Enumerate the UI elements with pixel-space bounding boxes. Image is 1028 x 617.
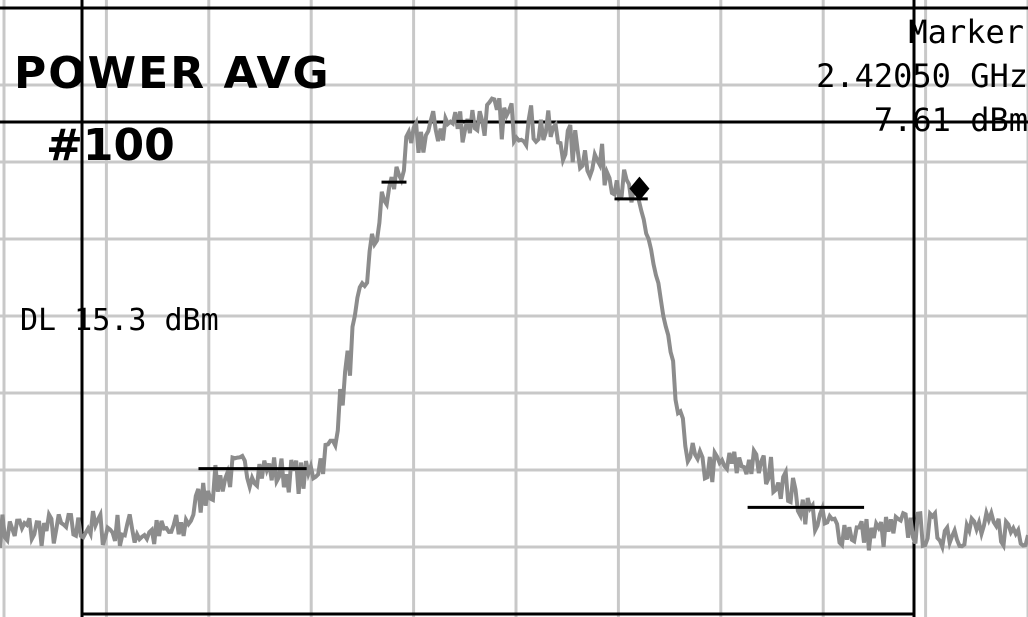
marker-diamond-icon [629,176,650,201]
display-line-label: DL 15.3 dBm [20,303,219,338]
marker-level-readout: 7.61 dBm [873,101,1028,139]
measurement-mode-label: POWER AVG [14,48,331,99]
marker-readout-title: Marker [908,13,1024,51]
average-count-label: #100 [46,120,175,171]
marker-frequency-readout: 2.42050 GHz [816,57,1028,95]
trace-group [0,96,1028,555]
marker-group [629,176,650,201]
spectrum-trace [0,96,1028,555]
